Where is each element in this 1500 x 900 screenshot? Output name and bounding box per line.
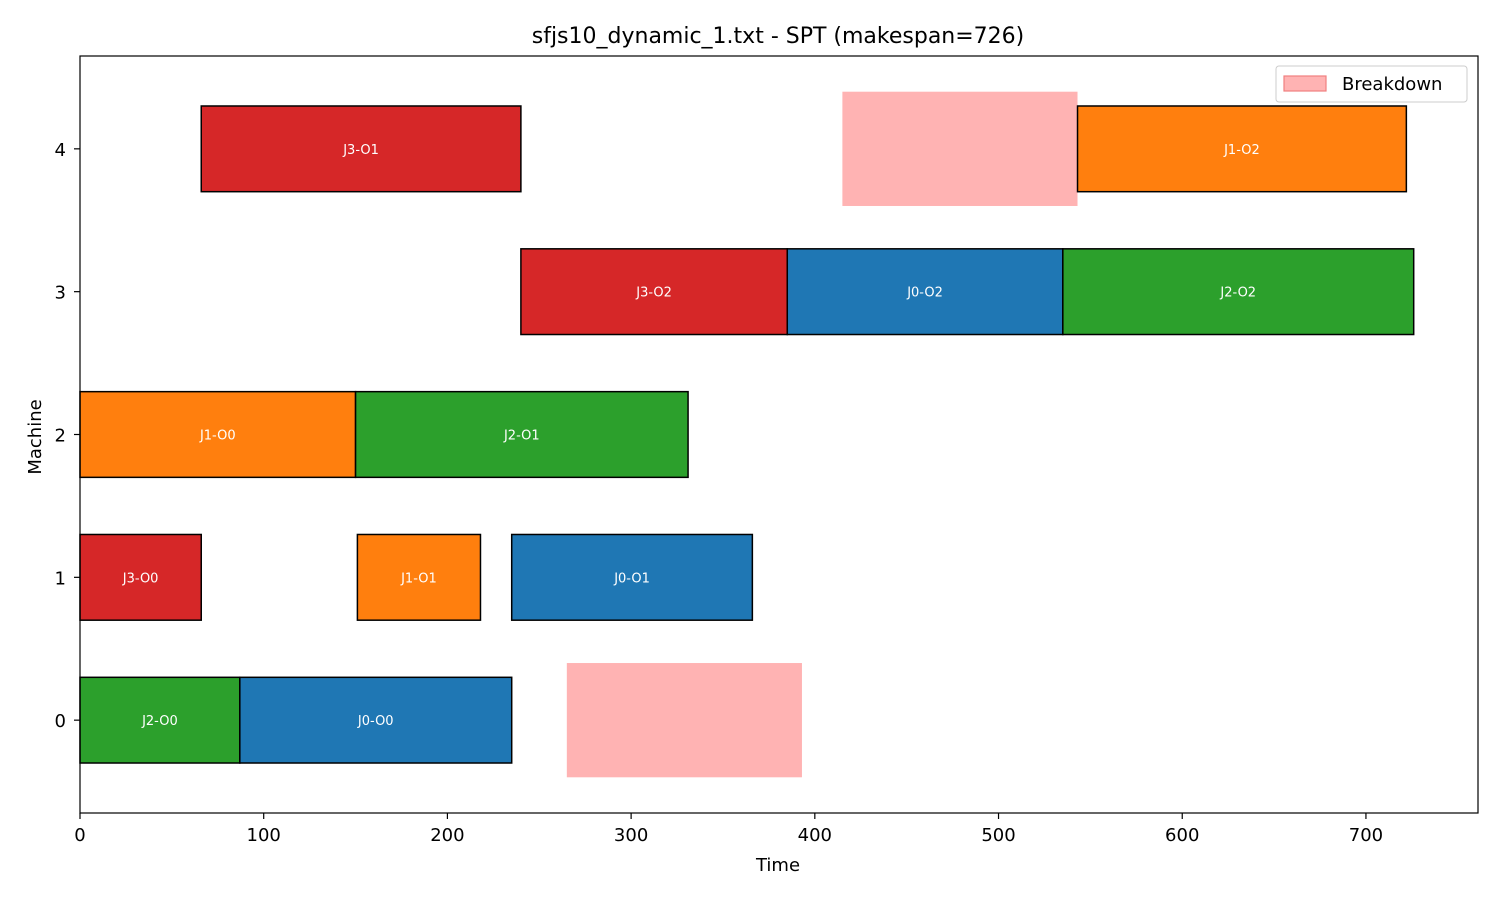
operation-bar-j3-o2	[520, 248, 789, 336]
legend-label-breakdown: Breakdown	[1342, 74, 1442, 95]
x-axis: 0 100 200 300 400 500 600 700	[74, 813, 1383, 846]
x-tick-label-700: 700	[1349, 825, 1383, 846]
breakdown-bar-1	[842, 91, 1078, 206]
bar-layer: J2-O0 J0-O0 J3-O0 J1-O1 J0-O1 J1-O0 J2-O1 J3-O2…	[79, 105, 1415, 764]
y-tick-label-1: 1	[55, 568, 66, 589]
operation-bar-j2-o1	[354, 390, 689, 479]
y-tick-label-3: 3	[55, 283, 66, 304]
x-tick-label-600: 600	[1165, 825, 1199, 846]
operation-label-j1-o1: J1-O1	[400, 571, 437, 586]
operation-bar-j3-o1	[200, 105, 522, 193]
y-tick-label-4: 4	[55, 140, 66, 161]
operation-bar-j0-o2	[786, 248, 1064, 336]
x-tick-label-400: 400	[798, 825, 832, 846]
x-tick-label-200: 200	[430, 825, 464, 846]
operation-bar-j3-o0	[79, 533, 202, 621]
operation-label-j0-o0: J0-O0	[357, 714, 394, 729]
x-tick-label-100: 100	[247, 825, 281, 846]
operation-bar-j1-o2	[1076, 105, 1408, 193]
legend-box	[1275, 65, 1468, 103]
x-tick-label-0: 0	[74, 825, 85, 846]
operation-label-j3-o0: J3-O0	[122, 571, 159, 586]
operation-label-j2-o1: J2-O1	[503, 429, 540, 444]
operation-label-j0-o2: J0-O2	[906, 286, 943, 301]
breakdown-layer	[566, 91, 1078, 778]
y-tick-label-2: 2	[55, 426, 66, 447]
operation-label-j1-o2: J1-O2	[1223, 143, 1260, 158]
chart-title: sfjs10_dynamic_1.txt - SPT (makespan=726…	[532, 24, 1025, 49]
operation-label-j1-o0: J1-O0	[199, 429, 236, 444]
legend-swatch-breakdown	[1283, 75, 1327, 92]
x-tick-label-500: 500	[981, 825, 1015, 846]
operation-bar-j0-o1	[510, 533, 754, 621]
x-tick-label-300: 300	[614, 825, 648, 846]
operation-label-j3-o1: J3-O1	[342, 143, 379, 158]
operation-label-j2-o2: J2-O2	[1219, 286, 1256, 301]
x-axis-title: Time	[755, 855, 800, 876]
operation-label-j3-o2: J3-O2	[635, 286, 672, 301]
operation-bar-j2-o2	[1062, 248, 1415, 336]
legend: Breakdown	[1275, 65, 1468, 103]
operation-bar-j1-o1	[356, 533, 482, 621]
y-axis: 0 1 2 3 4	[55, 140, 80, 732]
y-tick-label-0: 0	[55, 711, 66, 732]
y-axis-title: Machine	[25, 399, 46, 474]
operation-label-j0-o1: J0-O1	[613, 571, 650, 586]
operation-bar-j1-o0	[79, 390, 357, 479]
operation-bar-j2-o0	[79, 676, 241, 764]
operation-label-j2-o0: J2-O0	[141, 714, 178, 729]
breakdown-bar-0	[566, 663, 802, 778]
operation-bar-j0-o0	[239, 676, 513, 764]
